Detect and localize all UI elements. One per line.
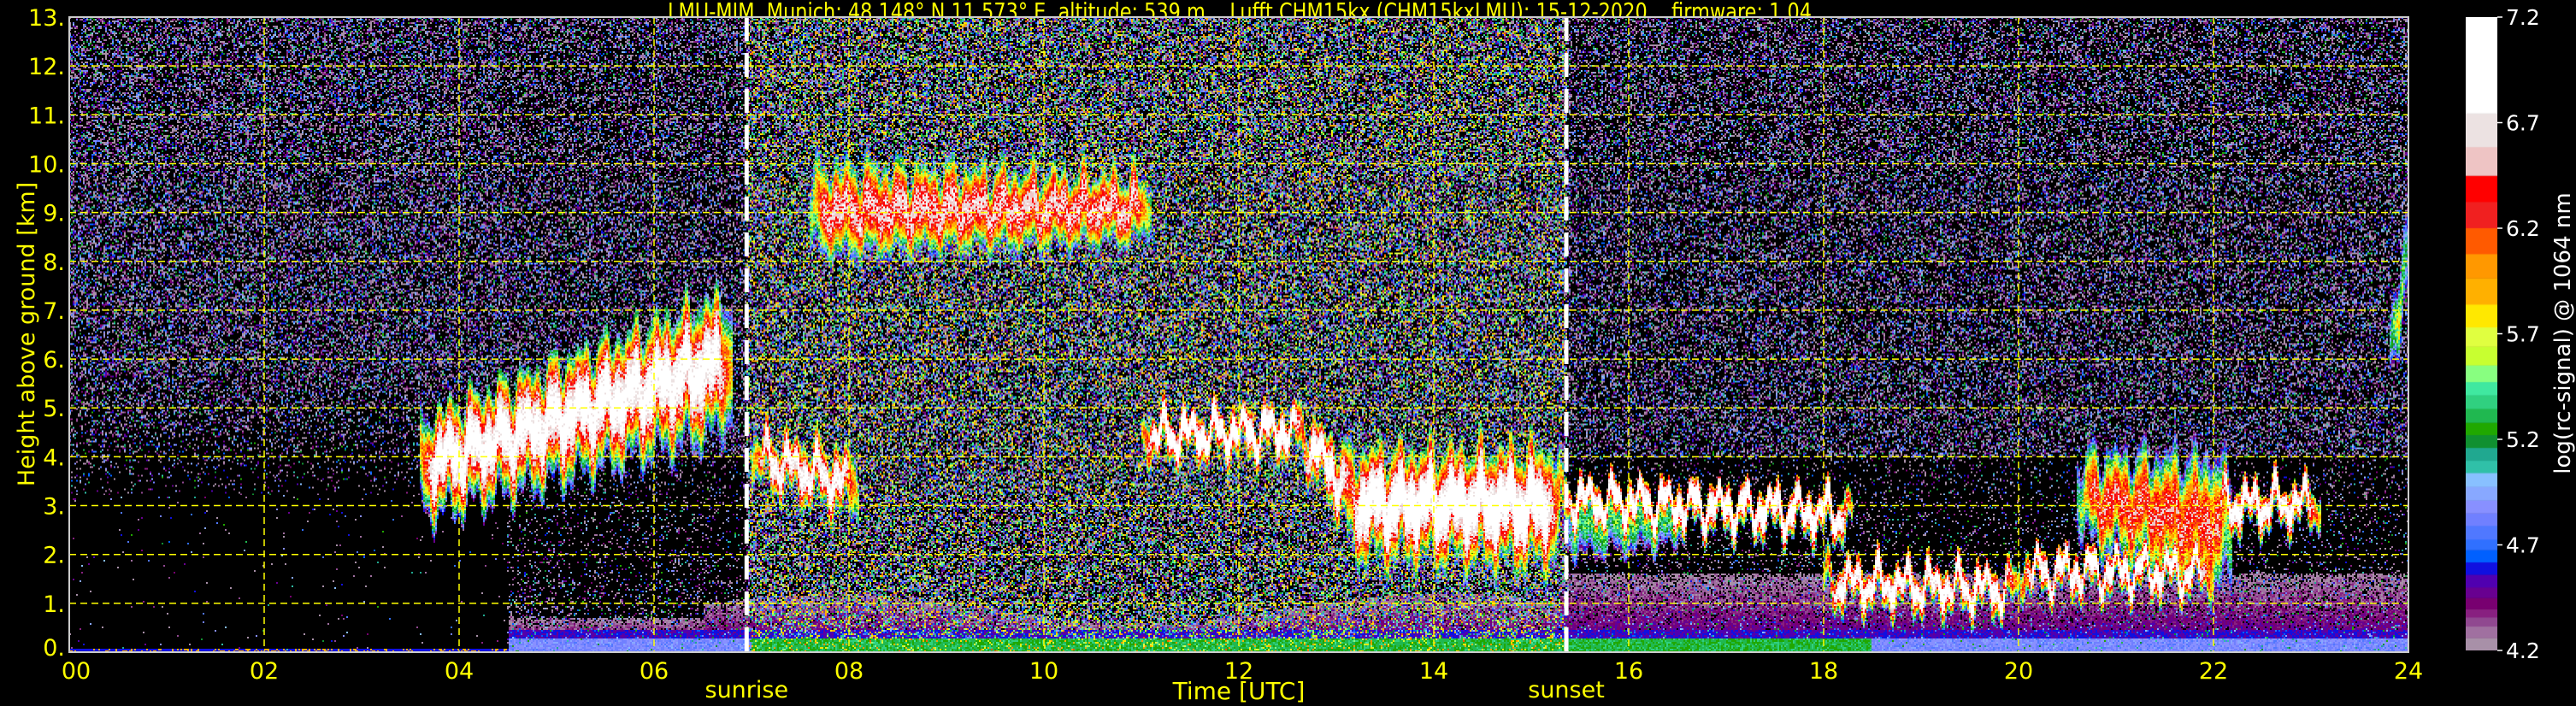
x-tick-label: 18	[1809, 658, 1838, 685]
plot-frame	[68, 16, 2409, 653]
y-tick-label: 8.	[43, 250, 65, 276]
y-tick-labels: 0. 1. 2. 3. 4. 5. 6. 7. 8. 9. 10. 11. 12. 13.	[28, 5, 65, 662]
x-tick-label: 22	[2199, 658, 2228, 685]
x-tick-label: 02	[250, 658, 279, 685]
sun-markers: sunrise sunset	[705, 17, 1605, 703]
y-tick-label: 9.	[43, 201, 65, 227]
colorbar-tick-label: 6.7	[2506, 111, 2540, 136]
colorbar-tick-label: 6.2	[2506, 216, 2540, 241]
y-tick-label: 1.	[43, 591, 65, 618]
y-tick-label: 2.	[43, 543, 65, 569]
sunset-label: sunset	[1528, 677, 1605, 703]
colorbar-label: log(rc-signal) @ 1064 nm	[2550, 192, 2576, 474]
y-tick-label: 11.	[28, 103, 65, 129]
x-tick-label: 00	[62, 658, 91, 685]
y-tick-label: 10.	[28, 151, 65, 178]
y-tick-label: 13.	[28, 5, 65, 32]
colorbar-tick-label: 4.2	[2506, 638, 2540, 663]
colorbar-tick-label: 5.7	[2506, 322, 2540, 347]
x-tick-labels: 00 02 04 06 08 10 12 14 16 18 20 22 24	[62, 658, 2423, 685]
x-axis-label: Time [UTC]	[1172, 677, 1306, 705]
colorbar	[2466, 17, 2497, 650]
x-tick-label: 16	[1614, 658, 1643, 685]
colorbar-tick-label: 4.7	[2506, 533, 2540, 558]
x-tick-label: 20	[2004, 658, 2033, 685]
x-tick-label: 24	[2394, 658, 2423, 685]
x-tick-label: 08	[834, 658, 864, 685]
sunrise-label: sunrise	[705, 677, 789, 703]
y-tick-label: 7.	[43, 298, 65, 325]
y-tick-label: 5.	[43, 396, 65, 422]
y-tick-label: 0.	[43, 635, 65, 662]
x-tick-label: 06	[640, 658, 669, 685]
x-tick-label: 12	[1224, 658, 1253, 685]
y-tick-label: 3.	[43, 494, 65, 521]
y-tick-label: 12.	[28, 54, 65, 80]
x-tick-label: 14	[1419, 658, 1448, 685]
y-tick-label: 6.	[43, 347, 65, 374]
colorbar-tick-label: 7.2	[2506, 5, 2540, 30]
y-tick-label: 4.	[43, 444, 65, 471]
x-tick-label: 10	[1029, 658, 1058, 685]
colorbar-tick-labels: 4.2 4.7 5.2 5.7 6.2 6.7 7.2	[2497, 5, 2540, 663]
colorbar-tick-label: 5.2	[2506, 427, 2540, 452]
grid-lines	[69, 17, 2408, 652]
x-tick-label: 04	[445, 658, 474, 685]
y-axis-label: Height above ground [km]	[14, 182, 40, 486]
